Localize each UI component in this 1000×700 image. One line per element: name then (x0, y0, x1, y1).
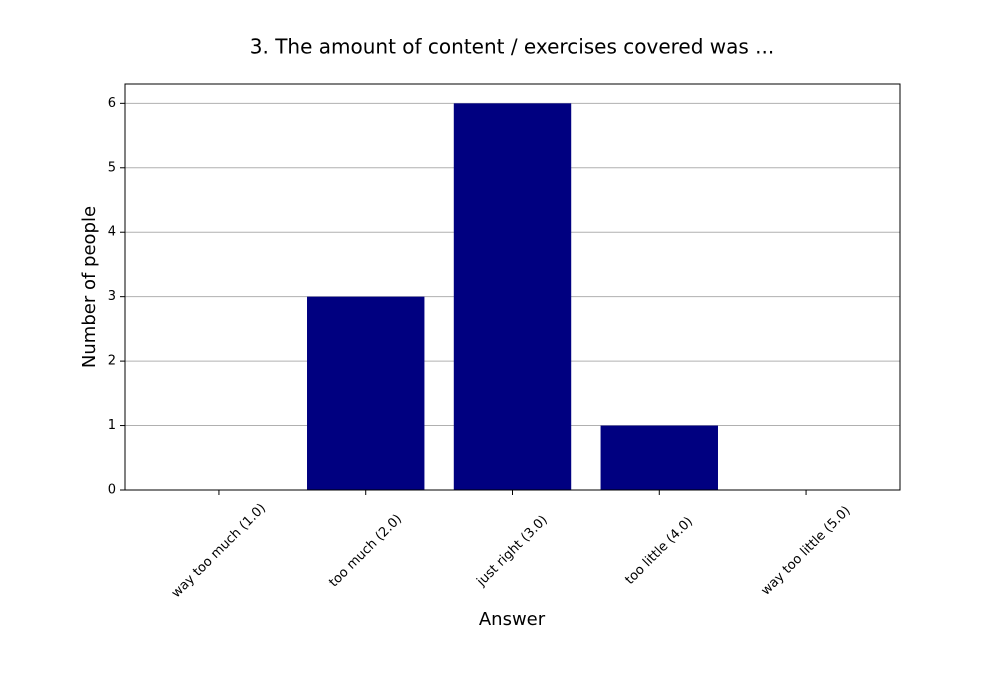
bar (307, 296, 425, 490)
x-tick-label: too little (4.0) (622, 514, 696, 588)
y-tick-label: 6 (108, 96, 116, 111)
y-tick-label: 3 (108, 289, 116, 304)
y-tick-label: 4 (108, 225, 116, 240)
y-axis-label: Number of people (79, 206, 100, 368)
x-tick-label: way too little (5.0) (758, 503, 853, 598)
y-tick-label: 0 (108, 483, 116, 498)
y-tick-label: 2 (108, 354, 116, 369)
plot-frame (124, 83, 901, 491)
y-tick-label: 5 (108, 160, 116, 175)
chart-title: 3. The amount of content / exercises cov… (250, 35, 774, 59)
x-tick-label: just right (3.0) (473, 513, 550, 590)
x-tick-label: way too much (1.0) (169, 501, 269, 601)
x-tick-label: too much (2.0) (326, 512, 405, 591)
y-tick-label: 1 (108, 418, 116, 433)
x-axis-label: Answer (479, 609, 546, 630)
bar (453, 103, 572, 490)
bar (600, 425, 718, 490)
